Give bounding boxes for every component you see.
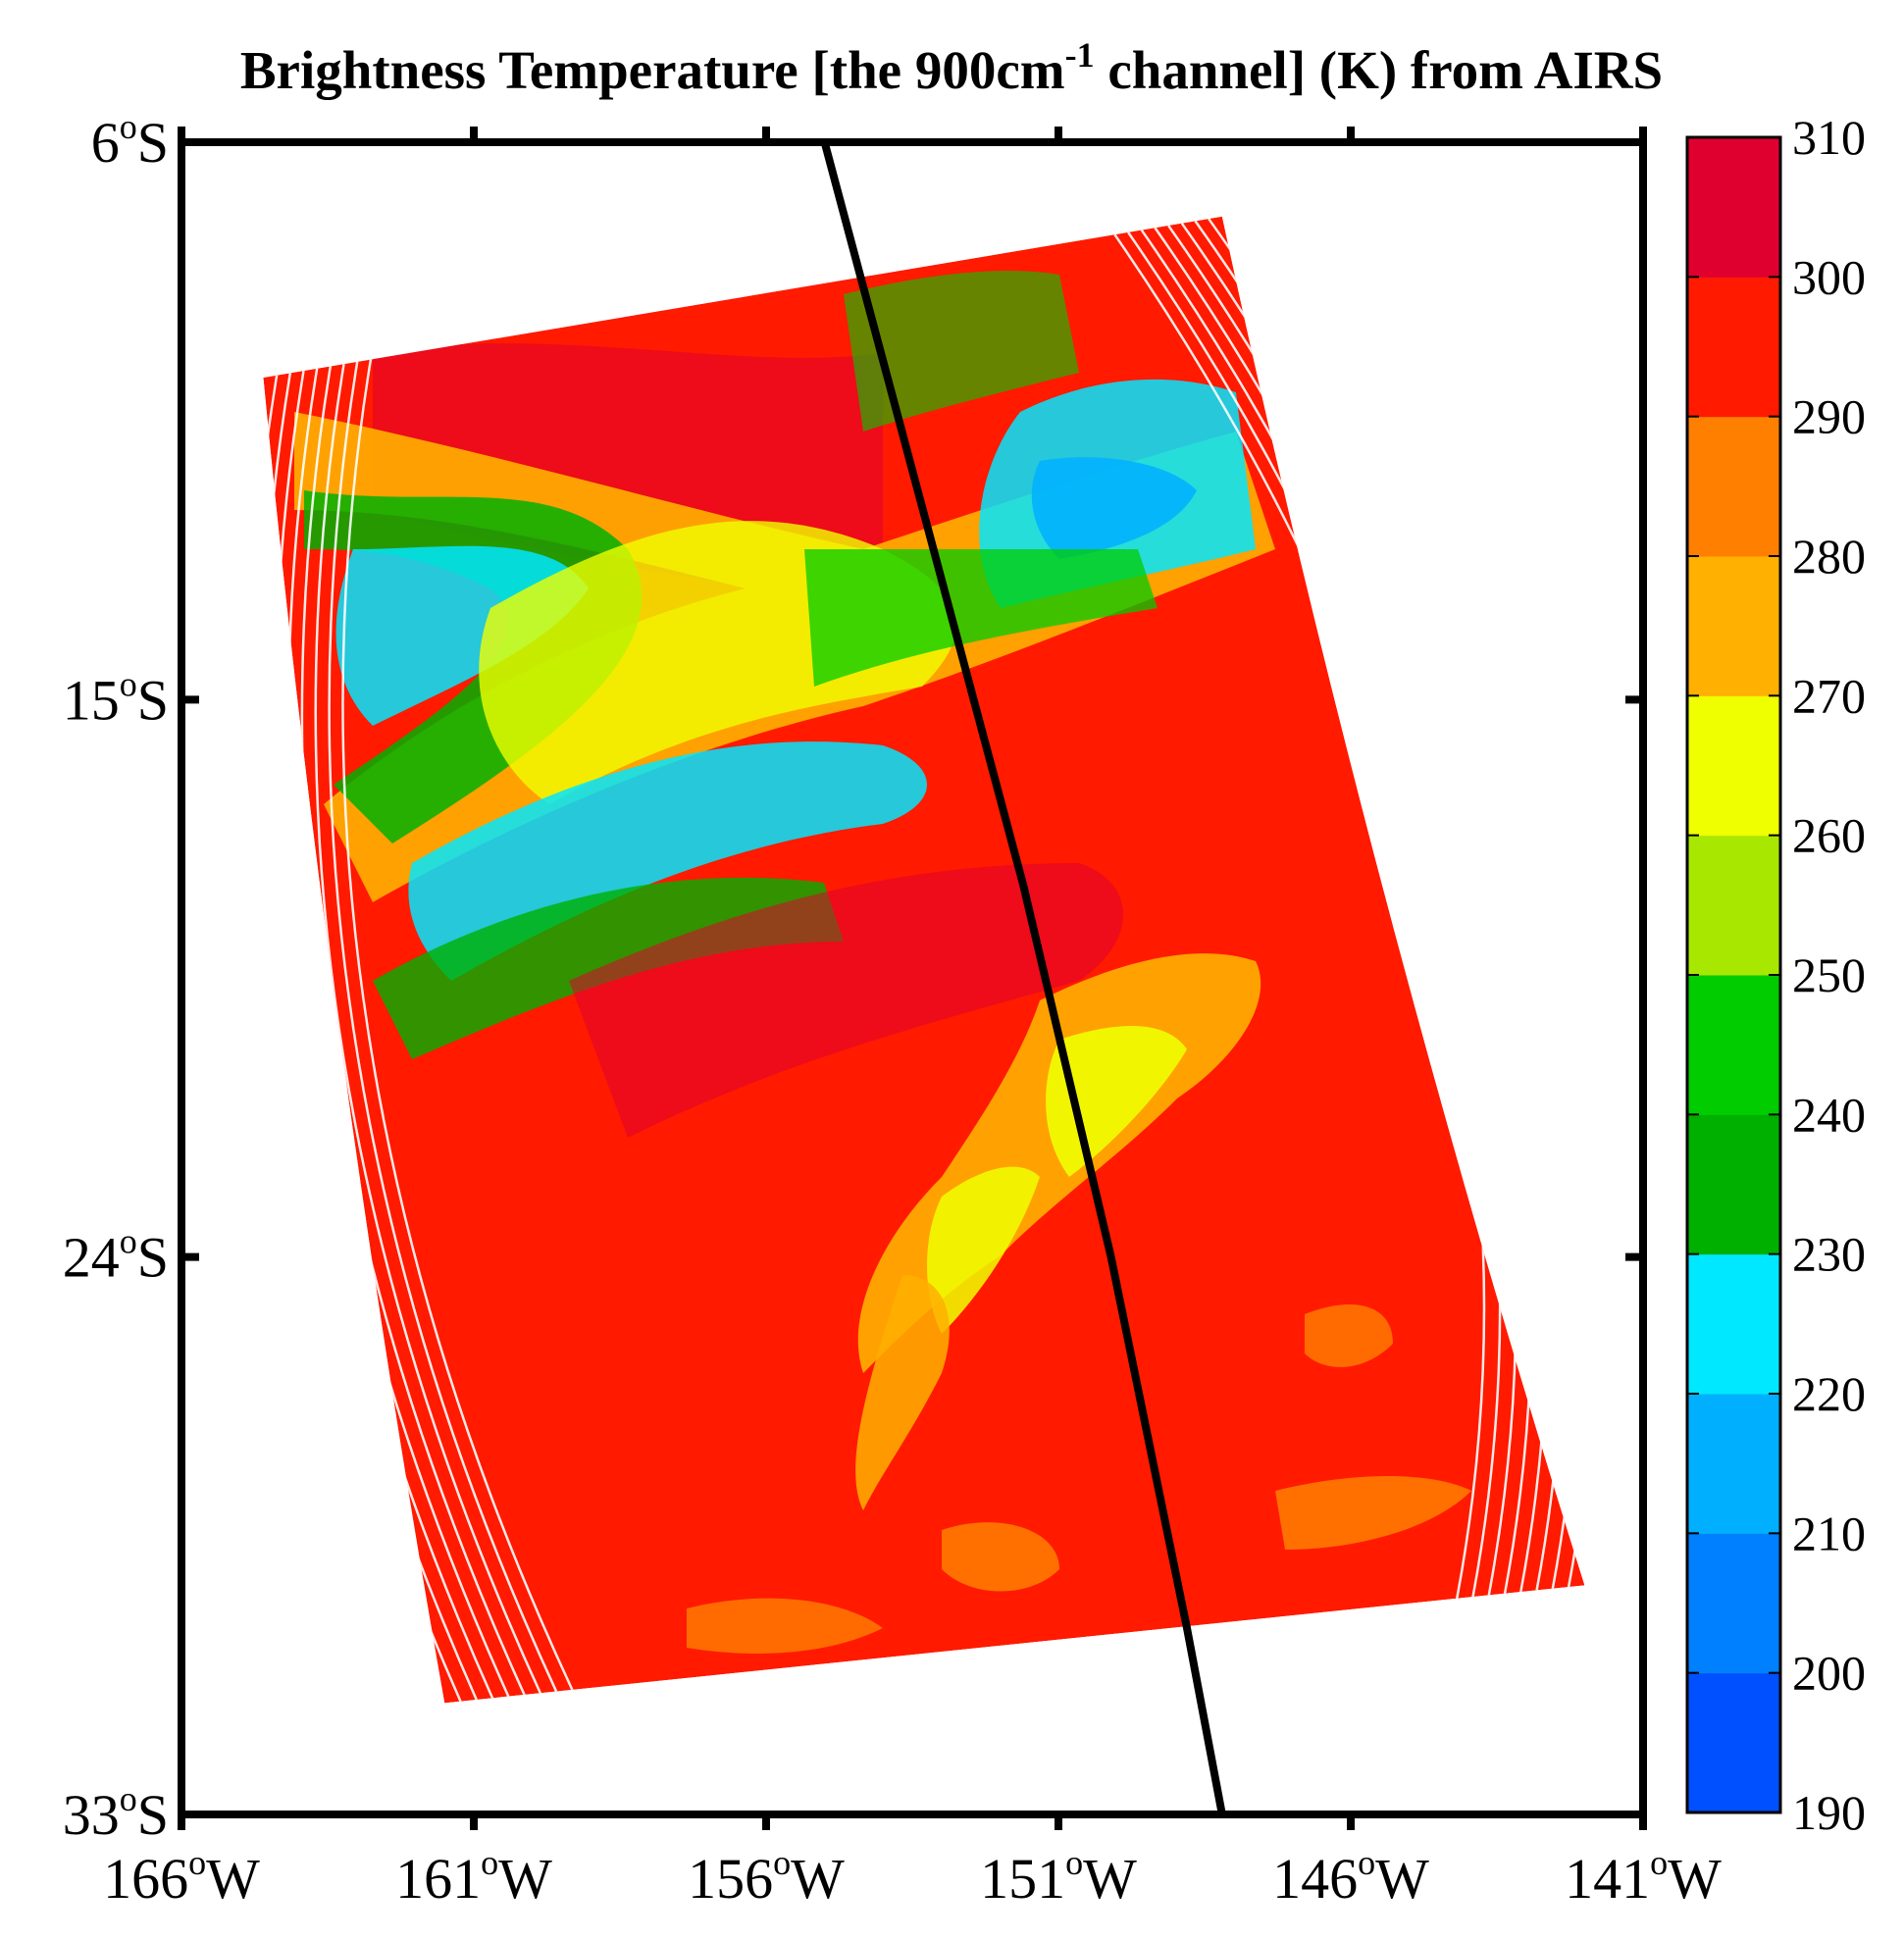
swath-field (263, 216, 1585, 1704)
colorbar-label: 280 (1792, 529, 1866, 584)
lon-tick-label: 151oW (980, 1843, 1137, 1911)
scan-line-gap (314, 363, 541, 1694)
temperature-band (569, 863, 1123, 1138)
temperature-band (855, 1275, 950, 1510)
temperature-band (687, 1598, 883, 1654)
lat-tick-label: 33oS (63, 1779, 169, 1847)
colorbar-label: 310 (1792, 110, 1866, 165)
colorbar-label: 210 (1792, 1505, 1866, 1560)
colorbar-segment (1687, 1114, 1780, 1255)
colorbar-label: 270 (1792, 668, 1866, 723)
colorbar-label: 250 (1792, 947, 1866, 1002)
colorbar-label: 290 (1792, 389, 1866, 444)
lon-tick-label: 141oW (1565, 1843, 1722, 1911)
map-frame (178, 138, 1647, 1818)
colorbar-label: 220 (1792, 1366, 1866, 1421)
colorbar-segment (1687, 695, 1780, 837)
lon-tick-label: 156oW (688, 1843, 845, 1911)
temperature-band (942, 1522, 1059, 1592)
colorbar-segment (1687, 975, 1780, 1115)
temperature-band (927, 1166, 1040, 1334)
temperature-band (844, 271, 1079, 432)
colorbar-segment (1687, 137, 1780, 278)
satellite-track-line (820, 140, 1226, 1815)
colorbar-label: 190 (1792, 1785, 1866, 1840)
scan-line-gap (328, 361, 558, 1693)
colorbar-segment (1687, 277, 1780, 418)
temperature-band (804, 549, 1158, 687)
colorbar-segment (1687, 1533, 1780, 1674)
temperature-band (1305, 1304, 1393, 1367)
colorbar-segment (1687, 1672, 1780, 1813)
lat-tick-label: 6oS (91, 107, 169, 175)
longitude-axis: 166oW 161oW 156oW 151oW 146oW 141oW (103, 127, 1722, 1911)
swath-bands (294, 271, 1471, 1654)
colorbar-segment (1687, 1253, 1780, 1395)
colorbar: 310 300 290 280 270 260 250 240 230 220 210 200 190 (1685, 110, 1866, 1840)
colorbar-segment (1687, 1394, 1780, 1534)
colorbar-segment (1687, 835, 1780, 976)
colorbar-segment (1687, 416, 1780, 557)
temperature-band (1031, 457, 1197, 559)
lon-tick-label: 146oW (1272, 1843, 1429, 1911)
temperature-band (1275, 1476, 1471, 1550)
colorbar-label: 300 (1792, 249, 1866, 304)
figure-title: Brightness Temperature [the 900cm-1 chan… (240, 35, 1663, 100)
lat-tick-label: 15oS (63, 664, 169, 732)
colorbar-label: 260 (1792, 808, 1866, 863)
lon-tick-label: 166oW (103, 1843, 260, 1911)
colorbar-label: 230 (1792, 1227, 1866, 1282)
colorbar-label: 240 (1792, 1087, 1866, 1142)
lon-tick-label: 161oW (395, 1843, 552, 1911)
scan-line-gap (341, 359, 574, 1691)
colorbar-segment (1687, 556, 1780, 696)
lat-tick-label: 24oS (63, 1222, 169, 1290)
colorbar-label: 200 (1792, 1646, 1866, 1701)
